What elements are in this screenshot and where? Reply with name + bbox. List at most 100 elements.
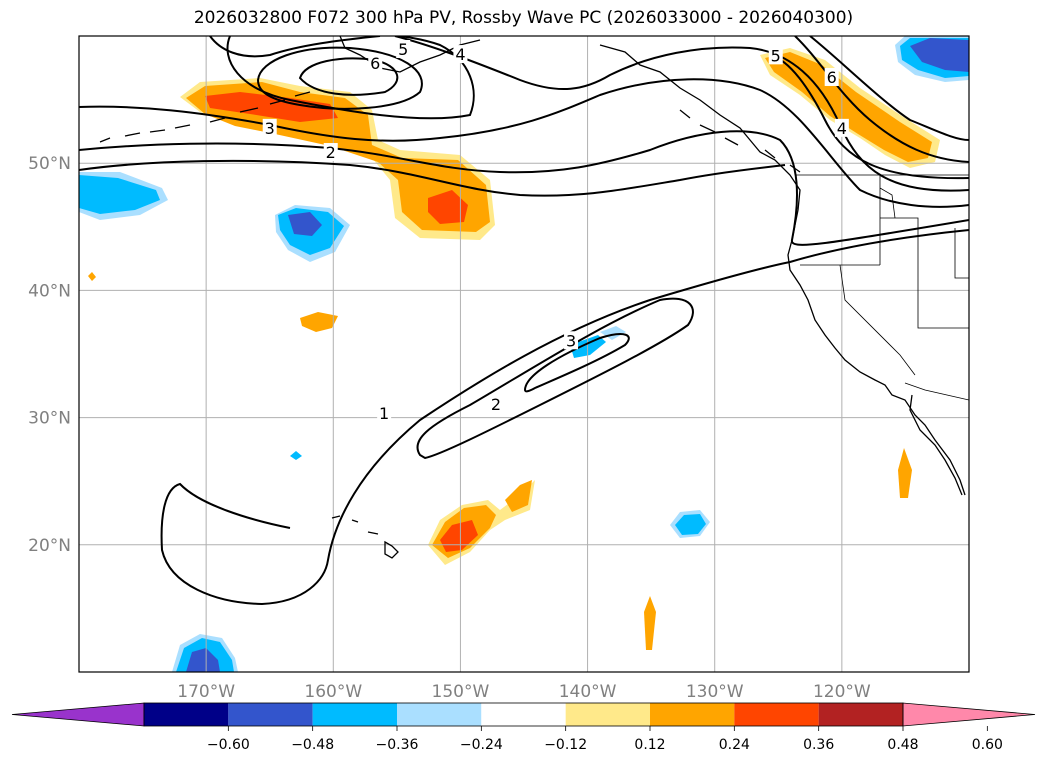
contour-label-background — [834, 118, 849, 137]
negative-anomaly-patch — [79, 175, 160, 214]
graticule — [79, 36, 969, 672]
colorbar-tick-label: −0.36 — [376, 737, 419, 753]
pv-contour-4 — [209, 36, 381, 58]
longitude-label: 150°W — [432, 682, 490, 702]
contour-label-background — [768, 46, 783, 65]
longitude-label: 120°W — [813, 682, 871, 702]
longitude-label: 170°W — [177, 682, 235, 702]
map-background — [79, 36, 969, 672]
contour-label-background — [262, 118, 277, 137]
positive-anomaly-patch — [186, 82, 490, 232]
latitude-label: 30°N — [28, 409, 71, 429]
latitude-labels: 50°N 40°N 30°N 20°N — [28, 154, 71, 556]
us-mexico-border — [904, 382, 969, 401]
negative-anomaly-patch — [186, 648, 220, 672]
pv-contour-6 — [794, 36, 969, 163]
map-title: 2026032800 F072 300 hPa PV, Rossby Wave … — [193, 8, 854, 28]
colorbar-tick-label: 0.36 — [803, 737, 834, 753]
hawaiian-islands — [331, 515, 399, 559]
contour-label: 1 — [379, 404, 389, 423]
negative-anomaly-patch — [600, 326, 626, 340]
coastlines — [99, 36, 969, 559]
contour-label: 5 — [398, 40, 408, 59]
colorbar-tick-label: 0.48 — [887, 737, 918, 753]
contour-label-background — [368, 53, 383, 72]
colorbar-tick-label: −0.60 — [207, 737, 250, 753]
colorbar-tick-label: 0.24 — [719, 737, 750, 753]
positive-anomaly-patch — [428, 190, 468, 224]
colorbar-extend-high — [902, 702, 1036, 727]
contour-label: 2 — [491, 395, 501, 414]
contour-label: 6 — [827, 68, 837, 87]
pv-contour-2 — [416, 297, 694, 460]
colorbar-extend-low — [11, 702, 145, 727]
pv-contour-4 — [394, 36, 969, 192]
colorbar-segment — [734, 703, 819, 726]
negative-anomaly-patch — [288, 212, 322, 236]
positive-anomaly-patch — [205, 92, 338, 122]
baja-california-coastline — [909, 394, 963, 496]
latitude-label: 40°N — [28, 281, 71, 301]
contour-label: 3 — [265, 119, 275, 138]
pv-contour-3 — [523, 333, 630, 393]
colorbar-segment — [397, 703, 482, 726]
negative-anomaly-patch — [675, 514, 706, 535]
contour-label-background — [564, 331, 579, 350]
north-america-coastline — [599, 44, 966, 496]
longitude-label: 130°W — [686, 682, 744, 702]
positive-anomaly-patch — [644, 596, 656, 650]
longitude-label: 140°W — [559, 682, 617, 702]
contour-label: 6 — [370, 54, 380, 73]
colorbar-frame — [143, 702, 904, 727]
colorbar-tick-label: 0.12 — [634, 737, 665, 753]
pv-contour-7 — [809, 36, 969, 141]
contour-label-background — [824, 67, 839, 86]
contour-label: 5 — [771, 46, 781, 65]
contour-label-background — [377, 403, 392, 422]
pv-shading-layer — [79, 36, 969, 672]
state-borders — [800, 175, 969, 376]
positive-anomaly-patch — [440, 520, 478, 552]
colorbar-tick-label: −0.48 — [291, 737, 334, 753]
negative-anomaly-patch — [910, 38, 969, 72]
pv-contour-1 — [160, 229, 969, 606]
contour-label: 4 — [837, 119, 847, 138]
positive-anomaly-patch — [898, 448, 912, 498]
pv-contour-5 — [226, 36, 475, 120]
pv-contour-6 — [256, 46, 423, 110]
map-frame — [78, 35, 970, 673]
alaska-coastline — [339, 36, 481, 73]
latitude-label: 20°N — [28, 536, 71, 556]
contour-label-background — [323, 143, 338, 162]
pacific-northwest-islands — [679, 109, 801, 173]
negative-anomaly-patch — [290, 451, 302, 460]
longitude-labels: 170°W 160°W 150°W 140°W 130°W 120°W — [177, 682, 871, 702]
positive-anomaly-patch — [300, 312, 338, 332]
contour-label: 3 — [566, 331, 576, 350]
contour-label: 2 — [326, 143, 336, 162]
pv-contour-7 — [298, 57, 399, 96]
contour-label-background — [489, 394, 504, 413]
positive-anomaly-patch — [88, 272, 96, 281]
colorbar-tick-label: −0.24 — [460, 737, 503, 753]
pv-contour-1 — [79, 159, 786, 197]
contour-label-background — [453, 45, 468, 64]
contour-label: 4 — [455, 45, 465, 64]
aleutian-islands — [99, 91, 311, 143]
colorbar: −0.60 −0.48 −0.36 −0.24 −0.12 0.12 0.24 0.36 0.4… — [11, 702, 1036, 753]
colorbar-tick-label: 0.60 — [972, 737, 1003, 753]
colorbar-segment — [228, 703, 313, 726]
colorbar-segment — [565, 703, 650, 726]
colorbar-tick-label: −0.12 — [544, 737, 587, 753]
colorbar-segment — [818, 703, 903, 726]
latitude-label: 50°N — [28, 154, 71, 174]
colorbar-segment — [312, 703, 397, 726]
contour-label-background — [396, 39, 411, 58]
colorbar-segment — [650, 703, 735, 726]
longitude-label: 160°W — [304, 682, 362, 702]
positive-anomaly-patch — [505, 480, 532, 512]
colorbar-segment — [144, 703, 229, 726]
colorbar-segment — [481, 703, 566, 726]
